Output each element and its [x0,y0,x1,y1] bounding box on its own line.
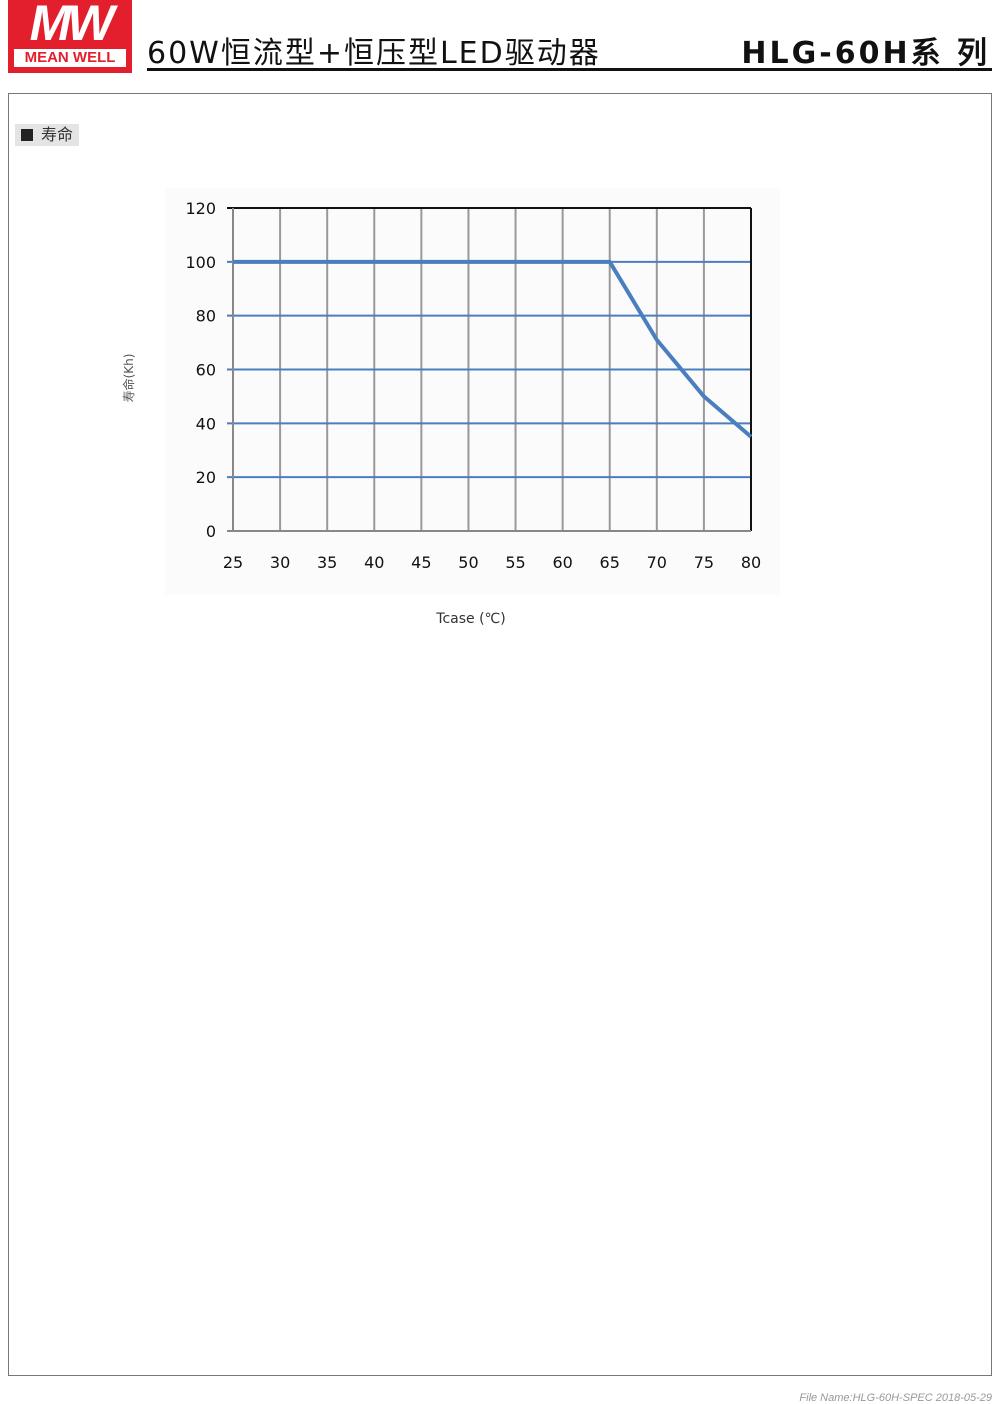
x-tick-label: 50 [458,553,478,572]
y-tick-label: 20 [196,468,216,487]
x-tick-label: 25 [223,553,243,572]
y-tick-label: 100 [185,253,216,272]
y-tick-label: 0 [206,522,216,541]
x-tick-label: 30 [270,553,290,572]
y-tick-label: 60 [196,361,216,380]
y-tick-label: 40 [196,414,216,433]
chart-background [165,188,780,595]
y-tick-label: 80 [196,307,216,326]
x-axis-label: Tcase (℃) [435,611,505,627]
x-tick-label: 55 [505,553,525,572]
x-tick-label: 60 [552,553,572,572]
x-tick-label: 80 [741,553,761,572]
x-tick-label: 40 [364,553,384,572]
x-tick-label: 35 [317,553,337,572]
x-tick-label: 75 [694,553,714,572]
x-tick-label: 45 [411,553,431,572]
x-tick-label: 70 [647,553,667,572]
footer-file-info: File Name:HLG-60H-SPEC 2018-05-29 [799,1392,992,1404]
y-tick-label: 120 [185,199,216,218]
y-axis-label: 寿命(Kh) [121,354,136,403]
life-chart: 0 20 40 60 80 100 120 25 30 35 40 45 50 55 60 65 70 75 80 T… [0,0,1000,700]
x-tick-label: 65 [600,553,620,572]
